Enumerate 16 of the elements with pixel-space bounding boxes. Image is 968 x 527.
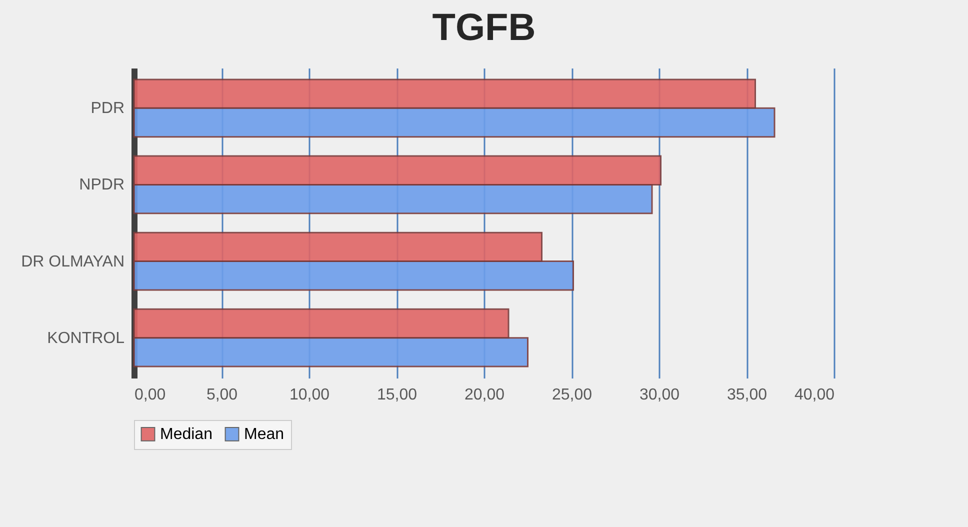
y-tick-label: KONTROL — [47, 330, 125, 347]
x-tick-label: 0,00 — [134, 386, 166, 404]
x-tick-label: 10,00 — [289, 386, 330, 404]
x-tick-label: 5,00 — [206, 386, 238, 404]
x-tick-label: 40,00 — [794, 386, 835, 404]
legend-label: Mean — [244, 426, 284, 444]
x-tick-label: 25,00 — [552, 386, 592, 404]
y-tick-label: DR OLMAYAN — [21, 253, 124, 270]
y-tick-label: NPDR — [79, 176, 124, 194]
y-tick-label: PDR — [90, 100, 124, 118]
chart-title: TGFB — [432, 7, 536, 49]
legend-label: Median — [160, 426, 212, 444]
x-tick-label: 15,00 — [376, 386, 418, 404]
x-tick-label: 30,00 — [639, 386, 680, 404]
x-tick-label: 35,00 — [726, 386, 768, 404]
x-tick-label: 20,00 — [464, 386, 505, 404]
